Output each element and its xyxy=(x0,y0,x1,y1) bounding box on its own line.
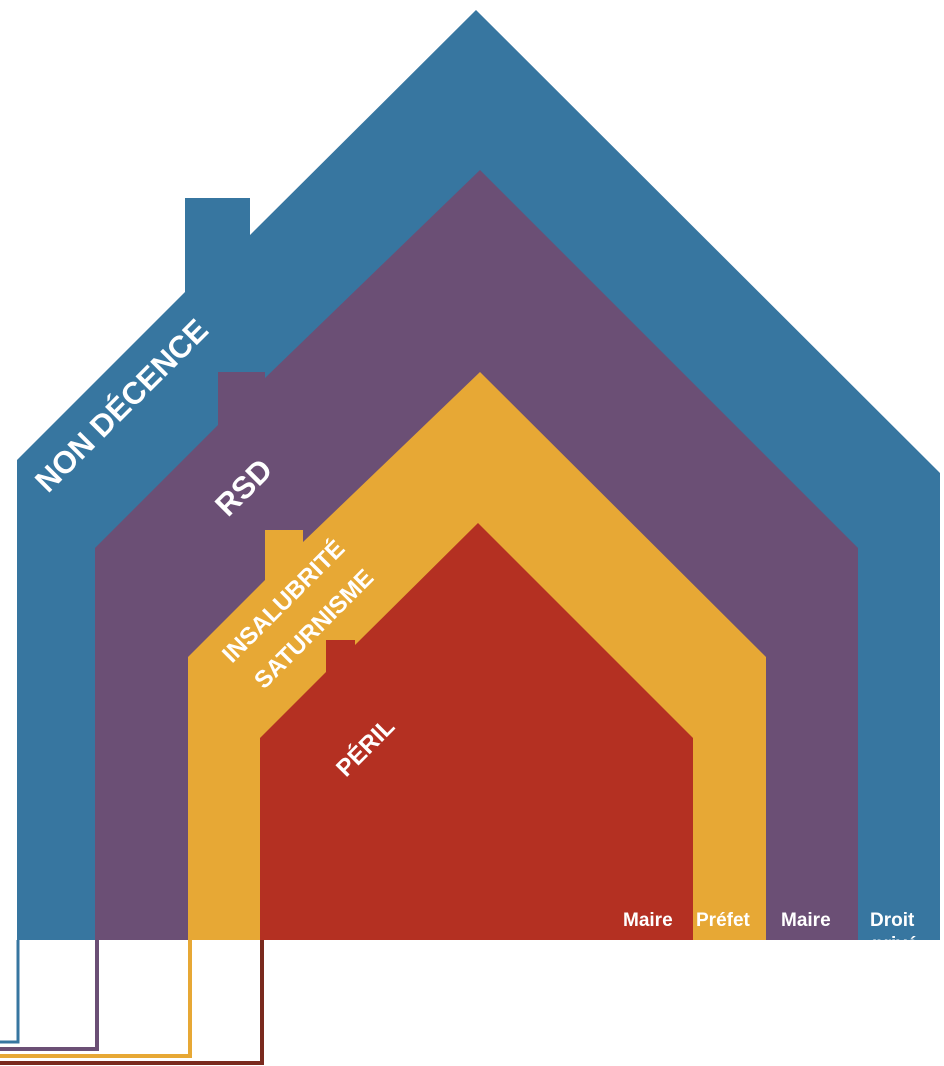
house-peril xyxy=(260,523,693,940)
authority-non-decence-droit: Droit xyxy=(870,910,915,931)
authority-peril-epci: ou président de l'EPCI xyxy=(497,944,656,961)
authority-non-decence-prive: privé xyxy=(872,934,917,955)
connector-rsd xyxy=(0,940,99,1051)
authority-peril-maire: Maire xyxy=(623,910,673,931)
authority-insalubrite-prefet: Préfet xyxy=(696,910,751,931)
connector-peril xyxy=(0,940,264,1065)
connector-non-decence xyxy=(0,940,20,1044)
connector-insalubrite xyxy=(0,940,192,1058)
authority-rsd-maire: Maire xyxy=(781,910,831,931)
